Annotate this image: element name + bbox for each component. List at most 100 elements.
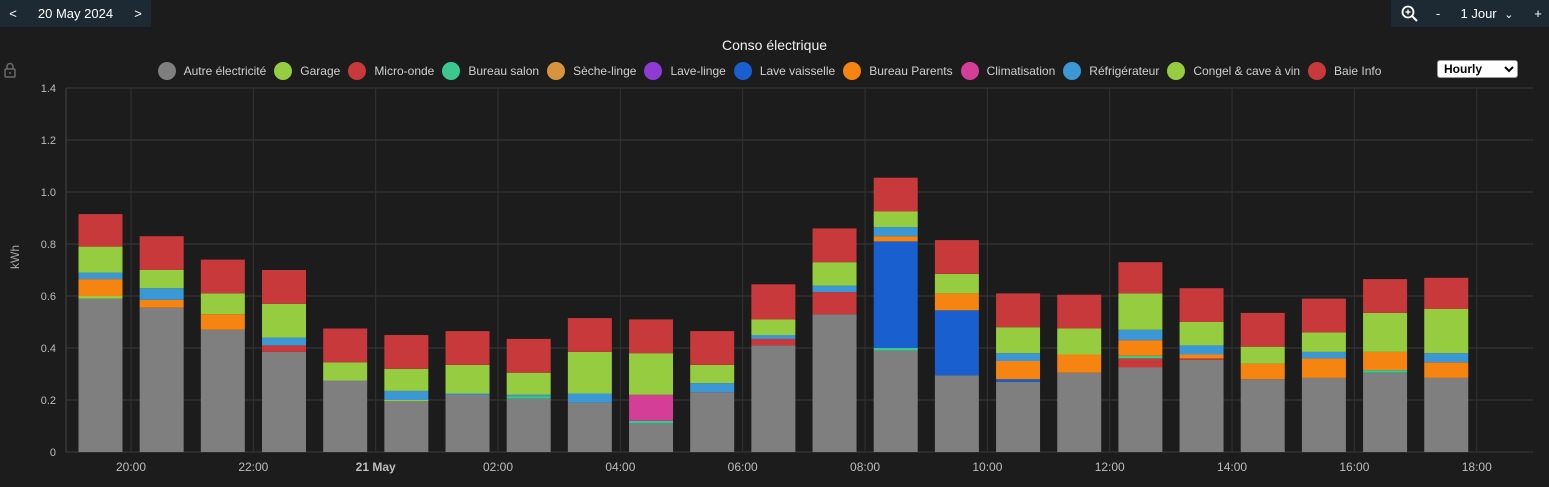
bar-segment bbox=[873, 227, 918, 237]
bar-segment bbox=[629, 353, 674, 395]
bar-segment bbox=[323, 362, 368, 381]
y-tick-label: 0.2 bbox=[41, 395, 56, 407]
legend-item[interactable]: Lave-linge bbox=[644, 62, 726, 80]
bar-segment bbox=[1179, 345, 1224, 355]
x-tick-label: 02:00 bbox=[483, 460, 513, 474]
legend-item[interactable]: Garage bbox=[274, 62, 340, 80]
bar-segment bbox=[78, 296, 123, 299]
bar-segment bbox=[1363, 372, 1408, 452]
bar-segment bbox=[812, 228, 857, 263]
bar-segment bbox=[78, 279, 123, 296]
bar-segment bbox=[1179, 359, 1224, 452]
bar-segment bbox=[873, 236, 918, 242]
lock-icon[interactable] bbox=[3, 62, 17, 83]
bar-segment bbox=[567, 393, 612, 403]
bar-segment bbox=[78, 246, 123, 273]
bar-segment bbox=[1118, 329, 1163, 341]
x-tick-label: 12:00 bbox=[1095, 460, 1125, 474]
zoom-in-icon[interactable] bbox=[1391, 5, 1429, 23]
legend-swatch bbox=[1308, 62, 1327, 80]
legend-item[interactable]: Climatisation bbox=[960, 62, 1055, 80]
bar-segment bbox=[384, 368, 429, 391]
bar-segment bbox=[1240, 346, 1285, 364]
bar-segment bbox=[1118, 340, 1163, 356]
bar-segment bbox=[506, 398, 551, 452]
legend-swatch bbox=[547, 62, 566, 80]
bar-segment bbox=[262, 303, 307, 338]
bar-segment bbox=[873, 348, 918, 351]
bar-segment bbox=[323, 380, 368, 452]
legend-item[interactable]: Bureau Parents bbox=[843, 62, 953, 80]
bar-segment bbox=[1057, 354, 1102, 373]
legend-swatch bbox=[960, 62, 979, 80]
bar-segment bbox=[934, 375, 979, 452]
bar-segment bbox=[139, 236, 184, 270]
period-select[interactable]: 1 Jour ⌄ bbox=[1447, 6, 1527, 21]
bar-segment bbox=[445, 393, 490, 395]
legend-label: Bureau Parents bbox=[869, 64, 953, 78]
bar-segment bbox=[934, 310, 979, 376]
legend-label: Micro-onde bbox=[374, 64, 435, 78]
current-date[interactable]: 20 May 2024 bbox=[37, 6, 114, 21]
legend-item[interactable]: Micro-onde bbox=[348, 62, 434, 80]
legend-item[interactable]: Réfrigérateur bbox=[1063, 62, 1159, 80]
bar-segment bbox=[629, 420, 674, 424]
previous-day-button[interactable]: < bbox=[9, 6, 17, 21]
legend-swatch bbox=[733, 62, 752, 80]
legend-swatch bbox=[442, 62, 461, 80]
bar-segment bbox=[1424, 277, 1469, 309]
legend-swatch bbox=[348, 62, 367, 80]
bar-segment bbox=[200, 329, 245, 452]
bar-segment bbox=[567, 351, 612, 394]
bar-segment bbox=[873, 241, 918, 348]
bar-segment bbox=[1118, 262, 1163, 294]
bar-segment bbox=[1301, 298, 1346, 333]
legend-swatch bbox=[1167, 62, 1186, 80]
legend-swatch bbox=[1063, 62, 1082, 80]
legend-item[interactable]: Congel & cave à vin bbox=[1167, 62, 1300, 80]
bar-segment bbox=[629, 423, 674, 452]
bar-segment bbox=[445, 364, 490, 394]
legend-item[interactable]: Lave vaisselle bbox=[733, 62, 836, 80]
bar-segment bbox=[873, 177, 918, 212]
bar-segment bbox=[323, 328, 368, 363]
bar-segment bbox=[1118, 293, 1163, 330]
grid-lines bbox=[66, 87, 1533, 453]
bar-segment bbox=[1118, 355, 1163, 359]
bar-segment bbox=[200, 293, 245, 315]
bar-segment bbox=[996, 327, 1041, 354]
bar-segment bbox=[139, 288, 184, 300]
bar-segment bbox=[1363, 351, 1408, 371]
bar-segment bbox=[873, 350, 918, 452]
bar-segment bbox=[1118, 367, 1163, 452]
chart-title: Conso électrique bbox=[721, 37, 828, 53]
bar-segment bbox=[78, 298, 123, 452]
legend-item[interactable]: Baie Info bbox=[1308, 62, 1381, 80]
legend-swatch bbox=[157, 62, 176, 80]
increase-period-button[interactable]: + bbox=[1534, 6, 1542, 21]
bar-segment bbox=[567, 402, 612, 452]
legend-item[interactable]: Sèche-linge bbox=[547, 62, 636, 80]
legend-label: Réfrigérateur bbox=[1089, 64, 1160, 78]
bar-segment bbox=[812, 262, 857, 286]
bar-segment bbox=[751, 338, 796, 346]
legend-label: Lave-linge bbox=[670, 64, 726, 78]
legend-label: Lave vaisselle bbox=[759, 64, 836, 78]
x-tick-label: 06:00 bbox=[728, 460, 758, 474]
bar-segment bbox=[690, 383, 735, 393]
legend-item[interactable]: Autre électricité bbox=[157, 62, 266, 80]
next-day-button[interactable]: > bbox=[134, 6, 142, 21]
bar-segment bbox=[690, 364, 735, 384]
bar-segment bbox=[1424, 353, 1469, 363]
decrease-period-button[interactable]: - bbox=[1435, 6, 1441, 21]
x-tick-label: 22:00 bbox=[238, 460, 268, 474]
resolution-select[interactable]: Hourly bbox=[1437, 60, 1518, 78]
legend-item[interactable]: Bureau salon bbox=[442, 62, 539, 80]
bar-segment bbox=[1179, 322, 1224, 346]
bar-segment bbox=[200, 259, 245, 294]
bar-segment bbox=[262, 270, 307, 304]
bar-segment bbox=[1179, 358, 1224, 360]
legend-label: Bureau salon bbox=[468, 64, 540, 78]
bar-segment bbox=[1424, 377, 1469, 452]
chevron-down-icon: ⌄ bbox=[1504, 9, 1514, 21]
